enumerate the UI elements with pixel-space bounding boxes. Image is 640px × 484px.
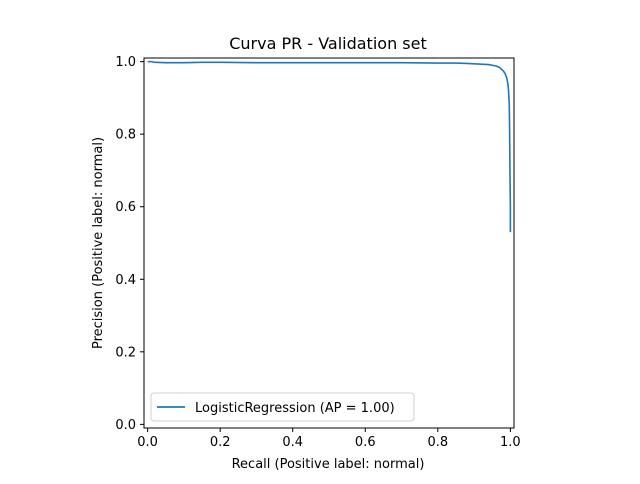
y-tick-label: 0.2 [115, 345, 136, 360]
legend: LogisticRegression (AP = 1.00) [150, 392, 415, 422]
axes-frame [143, 57, 515, 429]
y-tick-label: 0.8 [115, 128, 136, 143]
x-tick-label: 0.8 [427, 435, 448, 450]
legend-box [150, 392, 415, 422]
legend-label: LogisticRegression (AP = 1.00) [195, 401, 395, 416]
x-tick-label: 0.2 [210, 435, 231, 450]
x-axis-label: Recall (Positive label: normal) [232, 457, 425, 472]
x-tick-label: 1.0 [500, 435, 521, 450]
x-tick-label: 0.0 [137, 435, 158, 450]
series-line-logisticregression [147, 60, 512, 233]
plot-area [147, 60, 512, 233]
y-axis: 0.0 0.2 0.4 0.6 0.8 1.0 [115, 55, 144, 433]
x-axis: 0.0 0.2 0.4 0.6 0.8 1.0 [137, 428, 521, 450]
y-tick-label: 1.0 [115, 55, 136, 70]
y-tick-label: 0.4 [115, 273, 136, 288]
chart-title: Curva PR - Validation set [229, 34, 427, 53]
y-tick-label: 0.0 [115, 418, 136, 433]
x-tick-label: 0.6 [355, 435, 376, 450]
y-axis-label: Precision (Positive label: normal) [91, 137, 106, 349]
y-tick-label: 0.6 [115, 200, 136, 215]
x-tick-label: 0.4 [282, 435, 303, 450]
